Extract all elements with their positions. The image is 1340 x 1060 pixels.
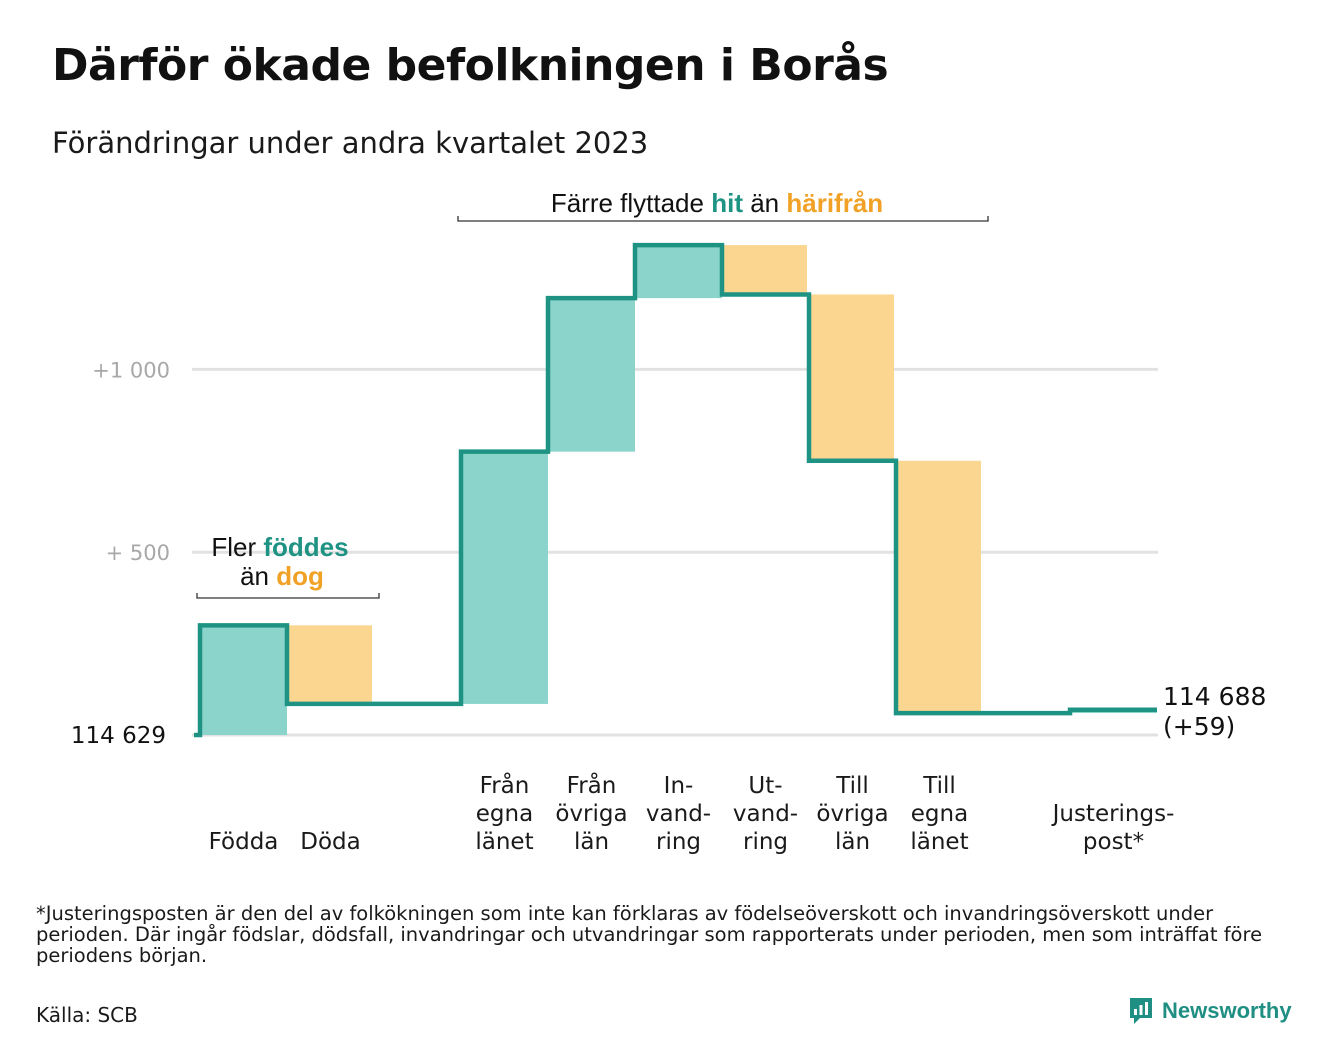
births-annotation-line2: än dog xyxy=(240,561,324,591)
final-value-label: 114 688 xyxy=(1163,682,1266,711)
x-label-6-1: vand- xyxy=(733,801,798,827)
x-label-5-1: vand- xyxy=(646,801,711,827)
x-label-0-0: Födda xyxy=(209,829,279,855)
x-label-10-1: post* xyxy=(1083,829,1144,855)
y-tick-label-1: + 500 xyxy=(106,541,170,565)
migration-annotation: Färre flyttade hit än härifrån xyxy=(551,188,883,218)
x-label-7-1: övriga xyxy=(816,801,888,827)
births-annotation-line1: Fler föddes xyxy=(211,532,348,562)
source-label: Källa: SCB xyxy=(36,1003,138,1027)
x-label-8-1: egna xyxy=(911,801,968,827)
x-label-5-0: In- xyxy=(664,773,694,799)
y-tick-label-0: 114 629 xyxy=(71,723,166,749)
x-label-8-0: Till xyxy=(922,773,956,799)
x-label-5-2: ring xyxy=(656,829,701,855)
bar-utvandring xyxy=(722,245,807,295)
migration-bracket xyxy=(457,216,989,222)
x-label-6-2: ring xyxy=(743,829,788,855)
bar-invandring xyxy=(635,245,722,299)
x-label-8-2: länet xyxy=(910,829,968,855)
x-label-6-0: Ut- xyxy=(748,773,782,799)
births-bracket xyxy=(196,593,380,599)
newsworthy-brand[interactable]: Newsworthy xyxy=(1128,996,1292,1026)
chart-title: Därför ökade befolkningen i Borås xyxy=(52,40,889,91)
x-label-7-0: Till xyxy=(835,773,869,799)
x-label-3-1: egna xyxy=(476,801,533,827)
x-label-1-0: Döda xyxy=(300,829,360,855)
bar-till-egna-länet xyxy=(896,460,981,714)
x-label-10-0: Justerings- xyxy=(1051,801,1175,827)
x-label-3-0: Från xyxy=(480,771,530,799)
y-tick-label-2: +1 000 xyxy=(92,358,170,382)
bar-från-egna-länet xyxy=(461,451,548,704)
newsworthy-logo-icon xyxy=(1130,998,1152,1024)
x-label-7-2: län xyxy=(835,829,870,855)
x-label-4-0: Från xyxy=(567,771,617,799)
cumulative-step-line xyxy=(194,242,1157,738)
final-change-label: (+59) xyxy=(1163,712,1235,741)
bar-födda xyxy=(200,625,287,735)
chart-subtitle: Förändringar under andra kvartalet 2023 xyxy=(52,126,649,160)
bar-till-övriga-län xyxy=(809,294,894,461)
brand-name: Newsworthy xyxy=(1162,998,1292,1023)
bar-döda xyxy=(287,625,372,704)
footnote: *Justeringsposten är den del av folkökni… xyxy=(36,902,1263,967)
bar-från-övriga-län xyxy=(548,298,635,452)
x-label-3-2: länet xyxy=(475,829,533,855)
x-label-4-1: övriga xyxy=(555,801,627,827)
x-label-4-2: län xyxy=(574,829,609,855)
